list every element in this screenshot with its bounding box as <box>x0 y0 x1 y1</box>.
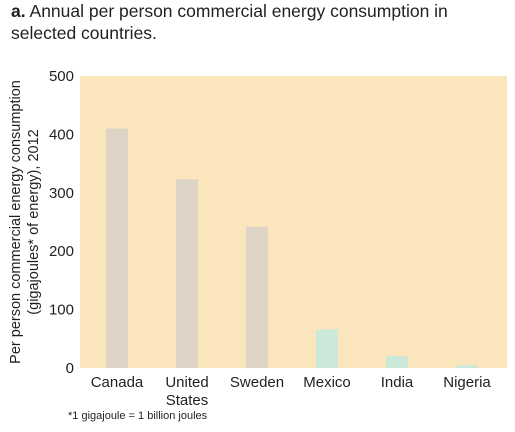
x-tick-label-mexico: Mexico <box>303 374 351 391</box>
bar-india <box>386 356 408 368</box>
y-tick-label-500: 500 <box>49 68 74 85</box>
footnote: *1 gigajoule = 1 billion joules <box>68 410 208 422</box>
x-axis-labels: Canada United States Sweden Mexico India Niger… <box>91 374 492 409</box>
chart-title: a. Annual per person commercial energy c… <box>11 0 506 44</box>
y-axis-label-line: (gigajoules* of energy), 2012 <box>26 129 42 314</box>
bar-united-states <box>176 179 198 368</box>
y-axis-label: Per person commercial energy consumption… <box>8 80 42 364</box>
figure-label: a. <box>11 1 26 21</box>
bar-nigeria <box>456 365 478 368</box>
x-tick-label-united-states: United States <box>165 374 208 409</box>
x-tick-label-canada: Canada <box>91 374 144 391</box>
figure-title-text: Annual per person commercial energy cons… <box>11 1 448 43</box>
y-tick-label-200: 200 <box>49 243 74 260</box>
y-tick-label-400: 400 <box>49 126 74 143</box>
y-axis-ticks: 0 100 200 300 400 500 <box>49 68 74 377</box>
bar-canada <box>106 128 128 368</box>
y-tick-label-300: 300 <box>49 185 74 202</box>
y-tick-label-0: 0 <box>66 360 74 377</box>
x-tick-label-india: India <box>381 374 414 391</box>
y-axis-label-line: Per person commercial energy consumption <box>8 80 24 364</box>
plot-area <box>80 76 507 368</box>
bars-group <box>106 128 478 368</box>
bar-sweden <box>246 226 268 368</box>
y-tick-label-100: 100 <box>49 302 74 319</box>
bar-mexico <box>316 329 338 368</box>
x-tick-label-nigeria: Nigeria <box>443 374 491 391</box>
x-tick-label-sweden: Sweden <box>230 374 284 391</box>
